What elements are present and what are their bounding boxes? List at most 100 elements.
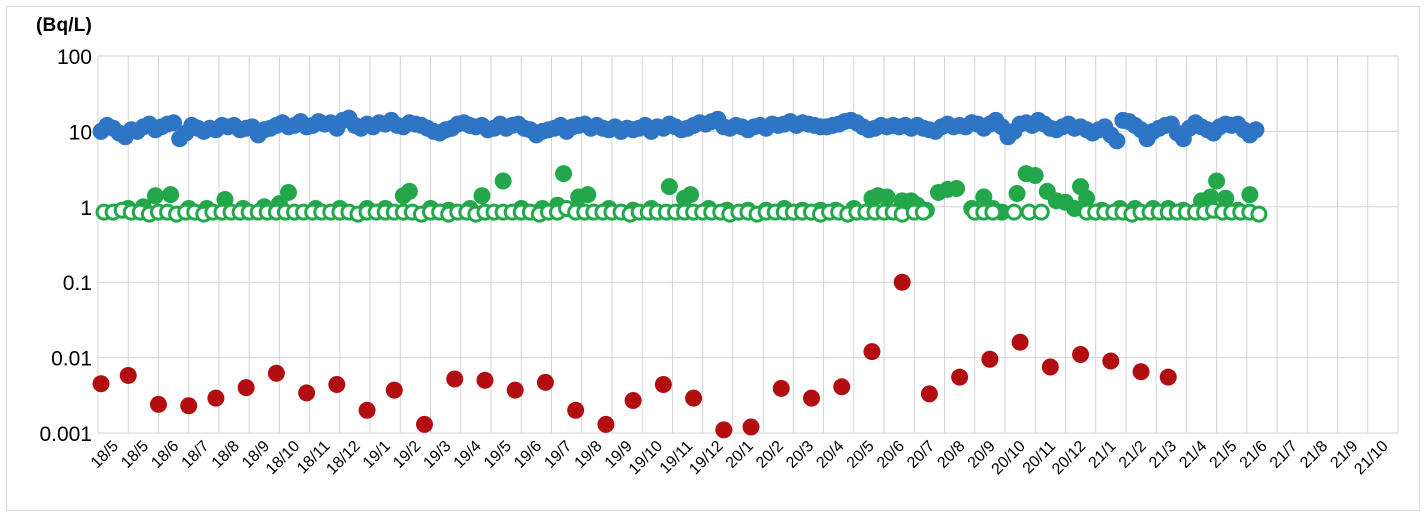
data-point-series-2	[1026, 167, 1044, 185]
data-point-series-2	[1078, 189, 1096, 207]
data-point-series-3	[984, 203, 1002, 221]
x-tick-label: 20/3	[783, 438, 817, 472]
x-tick-label: 21/1	[1086, 438, 1120, 472]
x-tick-label: 20/7	[904, 438, 938, 472]
data-point-series-4	[920, 385, 938, 403]
data-point-series-4	[1102, 352, 1120, 370]
data-point-series-4	[863, 343, 881, 361]
data-point-series-2	[1241, 186, 1259, 204]
data-point-series-4	[742, 418, 760, 436]
x-tick-label: 18/5	[118, 438, 152, 472]
x-tick-label: 21/7	[1267, 438, 1301, 472]
data-point-series-4	[1159, 368, 1177, 386]
data-point-series-4	[298, 384, 316, 402]
x-tick-label: 20/4	[813, 438, 847, 472]
data-point-series-4	[180, 397, 198, 415]
data-point-series-3	[914, 203, 932, 221]
x-tick-label: 18/5	[88, 438, 122, 472]
y-axis-unit-label: (Bq/L)	[36, 15, 93, 36]
chart-frame	[6, 6, 1420, 511]
x-tick-label: 18/12	[323, 438, 363, 478]
x-tick-label: 21/3	[1146, 438, 1180, 472]
data-point-series-1	[1247, 121, 1265, 139]
x-tick-label: 19/6	[511, 438, 545, 472]
data-point-series-4	[446, 370, 464, 388]
data-point-series-4	[328, 375, 346, 393]
data-point-series-2	[555, 165, 573, 183]
data-point-series-4	[624, 391, 642, 409]
data-point-series-2	[1217, 189, 1235, 207]
data-point-series-2	[279, 183, 297, 201]
data-point-series-2	[975, 188, 993, 206]
data-point-series-4	[597, 415, 615, 433]
x-tick-label: 19/8	[572, 438, 606, 472]
data-point-series-4	[506, 381, 524, 399]
data-point-series-2	[1008, 185, 1026, 203]
x-tick-label: 18/7	[179, 438, 213, 472]
data-point-series-2	[494, 172, 512, 190]
x-tick-label: 20/12	[1049, 438, 1089, 478]
y-tick-label: 100	[57, 46, 92, 69]
data-point-series-4	[893, 273, 911, 291]
x-tick-label: 21/6	[1237, 438, 1271, 472]
data-point-series-2	[473, 187, 491, 205]
x-tick-label: 19/7	[541, 438, 575, 472]
x-tick-label: 19/2	[390, 438, 424, 472]
data-point-series-4	[1011, 333, 1029, 351]
data-point-series-4	[149, 395, 167, 413]
data-point-series-4	[476, 371, 494, 389]
x-tick-label: 21/10	[1351, 438, 1391, 478]
y-tick-label: 1	[80, 197, 92, 220]
data-point-series-4	[267, 364, 285, 382]
data-point-series-4	[207, 389, 225, 407]
y-tick-label: 10	[69, 121, 92, 144]
y-tick-label: 0.01	[51, 348, 92, 371]
x-tick-label: 19/5	[481, 438, 515, 472]
data-point-series-2	[1202, 188, 1220, 206]
x-tick-label: 20/8	[934, 438, 968, 472]
data-point-series-4	[567, 401, 585, 419]
x-tick-label: 20/5	[844, 438, 878, 472]
data-point-series-4	[1041, 358, 1059, 376]
data-point-series-4	[654, 375, 672, 393]
x-tick-label: 18/8	[209, 438, 243, 472]
data-point-series-4	[833, 378, 851, 396]
y-tick-label: 0.001	[39, 423, 92, 446]
data-point-series-2	[146, 187, 164, 205]
data-point-series-4	[119, 366, 137, 384]
x-tick-label: 18/6	[148, 438, 182, 472]
data-point-series-2	[948, 179, 966, 197]
x-tick-label: 20/2	[753, 438, 787, 472]
x-tick-label: 19/12	[686, 438, 726, 478]
data-point-series-3	[1250, 205, 1268, 223]
data-point-series-2	[660, 178, 678, 196]
data-point-series-1	[1108, 132, 1126, 150]
data-point-series-3	[1032, 203, 1050, 221]
data-point-series-4	[237, 379, 255, 397]
y-tick-label: 0.1	[63, 272, 92, 295]
x-tick-label: 21/2	[1116, 438, 1150, 472]
data-point-series-4	[536, 373, 554, 391]
x-tick-label: 19/4	[451, 438, 485, 472]
data-point-series-4	[1072, 345, 1090, 363]
data-point-series-4	[951, 368, 969, 386]
data-point-series-2	[682, 186, 700, 204]
x-tick-label: 19/1	[360, 438, 394, 472]
data-point-series-1	[165, 114, 183, 132]
x-tick-label: 21/4	[1176, 438, 1210, 472]
data-point-series-2	[400, 182, 418, 200]
data-point-series-4	[385, 381, 403, 399]
data-point-series-4	[1132, 363, 1150, 381]
data-point-series-3	[1005, 203, 1023, 221]
data-point-series-2	[162, 186, 180, 204]
x-tick-label: 19/10	[626, 438, 666, 478]
x-tick-label: 20/1	[723, 438, 757, 472]
x-tick-label: 20/6	[874, 438, 908, 472]
data-point-series-4	[358, 401, 376, 419]
data-point-series-2	[878, 188, 896, 206]
data-point-series-4	[802, 389, 820, 407]
data-point-series-4	[981, 350, 999, 368]
x-tick-label: 18/10	[263, 438, 303, 478]
x-tick-label: 19/3	[420, 438, 454, 472]
